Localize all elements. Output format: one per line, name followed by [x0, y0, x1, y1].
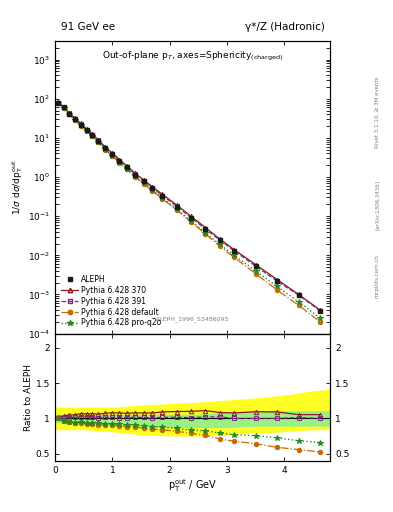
Text: mcplots.cern.ch: mcplots.cern.ch — [375, 254, 380, 298]
Text: 91 GeV ee: 91 GeV ee — [61, 22, 115, 32]
Text: Out-of-plane p$_T$, axes=Sphericity$_\mathregular{(charged)}$: Out-of-plane p$_T$, axes=Sphericity$_\ma… — [102, 50, 283, 63]
X-axis label: p$_\mathrm{T}^\mathrm{out}$ / GeV: p$_\mathrm{T}^\mathrm{out}$ / GeV — [168, 477, 217, 494]
Text: Rivet 3.1.10, ≥ 3M events: Rivet 3.1.10, ≥ 3M events — [375, 77, 380, 148]
Y-axis label: Ratio to ALEPH: Ratio to ALEPH — [24, 364, 33, 431]
Text: γ*/Z (Hadronic): γ*/Z (Hadronic) — [245, 22, 325, 32]
Y-axis label: 1/$\sigma$ d$\sigma$/dp$_\mathrm{T}^\mathrm{out}$: 1/$\sigma$ d$\sigma$/dp$_\mathrm{T}^\mat… — [10, 160, 25, 215]
Text: ALEPH_1996_S3486095: ALEPH_1996_S3486095 — [156, 316, 229, 322]
Text: [arXiv:1306.3436]: [arXiv:1306.3436] — [375, 180, 380, 230]
Legend: ALEPH, Pythia 6.428 370, Pythia 6.428 391, Pythia 6.428 default, Pythia 6.428 pr: ALEPH, Pythia 6.428 370, Pythia 6.428 39… — [59, 272, 163, 330]
